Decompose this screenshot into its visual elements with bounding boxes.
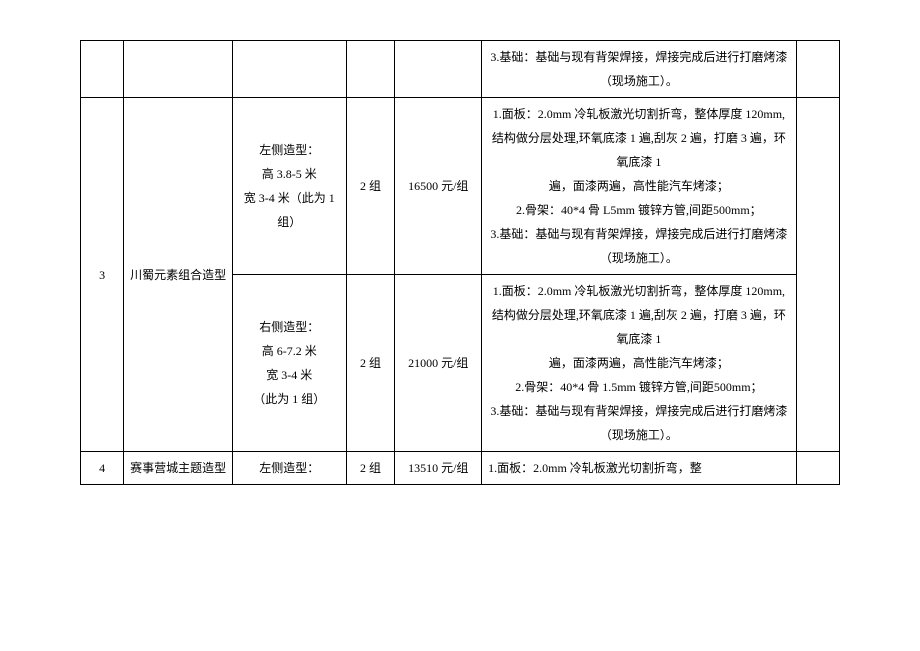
spec-table: 3.基础：基础与现有背架焊接，焊接完成后进行打磨烤漆（现场施工）。 3 川蜀元素… xyxy=(80,40,840,485)
cell-spec: 左侧造型：高 3.8-5 米宽 3-4 米（此为 1 组） xyxy=(232,98,346,275)
cell-seq xyxy=(81,41,124,98)
cell-qty: 2 组 xyxy=(346,452,395,485)
cell-price xyxy=(395,41,482,98)
cell-qty: 2 组 xyxy=(346,275,395,452)
cell-price: 13510 元/组 xyxy=(395,452,482,485)
cell-desc: 1.面板：2.0mm 冷轧板激光切割折弯，整 xyxy=(482,452,796,485)
cell-name: 赛事营城主题造型 xyxy=(124,452,232,485)
cell-spec: 左侧造型： xyxy=(232,452,346,485)
cell-qty: 2 组 xyxy=(346,98,395,275)
cell-seq: 3 xyxy=(81,98,124,452)
cell-spec xyxy=(232,41,346,98)
cell-spec: 右侧造型：高 6-7.2 米宽 3-4 米（此为 1 组） xyxy=(232,275,346,452)
table-row: 3 川蜀元素组合造型 左侧造型：高 3.8-5 米宽 3-4 米（此为 1 组）… xyxy=(81,98,840,275)
cell-desc: 1.面板：2.0mm 冷轧板激光切割折弯，整体厚度 120mm,结构做分层处理,… xyxy=(482,275,796,452)
page-content: 3.基础：基础与现有背架焊接，焊接完成后进行打磨烤漆（现场施工）。 3 川蜀元素… xyxy=(0,0,920,485)
cell-price: 21000 元/组 xyxy=(395,275,482,452)
table-row: 3.基础：基础与现有背架焊接，焊接完成后进行打磨烤漆（现场施工）。 xyxy=(81,41,840,98)
cell-desc: 1.面板：2.0mm 冷轧板激光切割折弯，整体厚度 120mm,结构做分层处理,… xyxy=(482,98,796,275)
table-row: 4 赛事营城主题造型 左侧造型： 2 组 13510 元/组 1.面板：2.0m… xyxy=(81,452,840,485)
cell-price: 16500 元/组 xyxy=(395,98,482,275)
cell-name: 川蜀元素组合造型 xyxy=(124,98,232,452)
cell-remark xyxy=(796,452,839,485)
cell-seq: 4 xyxy=(81,452,124,485)
cell-qty xyxy=(346,41,395,98)
cell-desc: 3.基础：基础与现有背架焊接，焊接完成后进行打磨烤漆（现场施工）。 xyxy=(482,41,796,98)
cell-remark xyxy=(796,98,839,452)
cell-remark xyxy=(796,41,839,98)
cell-name xyxy=(124,41,232,98)
